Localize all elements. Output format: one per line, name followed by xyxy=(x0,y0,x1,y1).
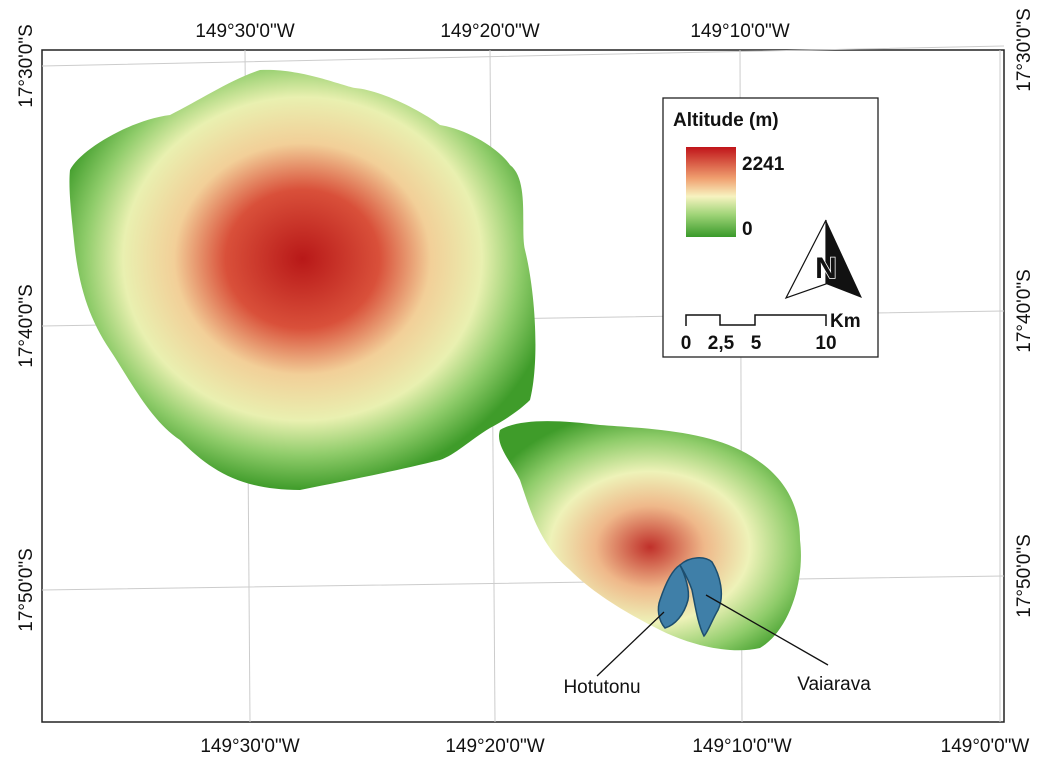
map: Hotutonu Vaiarava 149°30'0"W 149°20'0"W … xyxy=(0,0,1052,758)
top-coordinate-label: 149°10'0"W xyxy=(690,21,789,42)
scale-label: 0 xyxy=(681,333,692,354)
legend-min: 0 xyxy=(742,219,753,240)
scale-label: 2,5 xyxy=(708,333,735,354)
color-bar xyxy=(686,147,736,237)
left-coordinate-label: 17°30'0"S xyxy=(16,24,37,107)
bottom-coordinate-label: 149°10'0"W xyxy=(692,736,791,757)
legend-title: Altitude (m) xyxy=(673,110,779,131)
scale-unit: Km xyxy=(830,311,861,332)
right-coordinate-label: 17°30'0"S xyxy=(1014,8,1035,91)
legend: Altitude (m) 2241 0 N 0 2,5 5 10 Km xyxy=(663,98,878,357)
bottom-coordinate-label: 149°0'0"W xyxy=(941,736,1030,757)
place-label: Hotutonu xyxy=(563,677,640,698)
left-coordinate-label: 17°40'0"S xyxy=(16,284,37,367)
scale-label: 5 xyxy=(751,333,762,354)
right-coordinate-label: 17°40'0"S xyxy=(1014,269,1035,352)
legend-max: 2241 xyxy=(742,154,785,175)
scale-label: 10 xyxy=(815,333,836,354)
bottom-coordinate-label: 149°30'0"W xyxy=(200,736,299,757)
left-coordinate-label: 17°50'0"S xyxy=(16,548,37,631)
top-coordinate-label: 149°20'0"W xyxy=(440,21,539,42)
north-label: N xyxy=(815,252,837,285)
top-coordinate-label: 149°30'0"W xyxy=(195,21,294,42)
place-label: Vaiarava xyxy=(797,674,871,695)
bottom-coordinate-label: 149°20'0"W xyxy=(445,736,544,757)
right-coordinate-label: 17°50'0"S xyxy=(1014,534,1035,617)
